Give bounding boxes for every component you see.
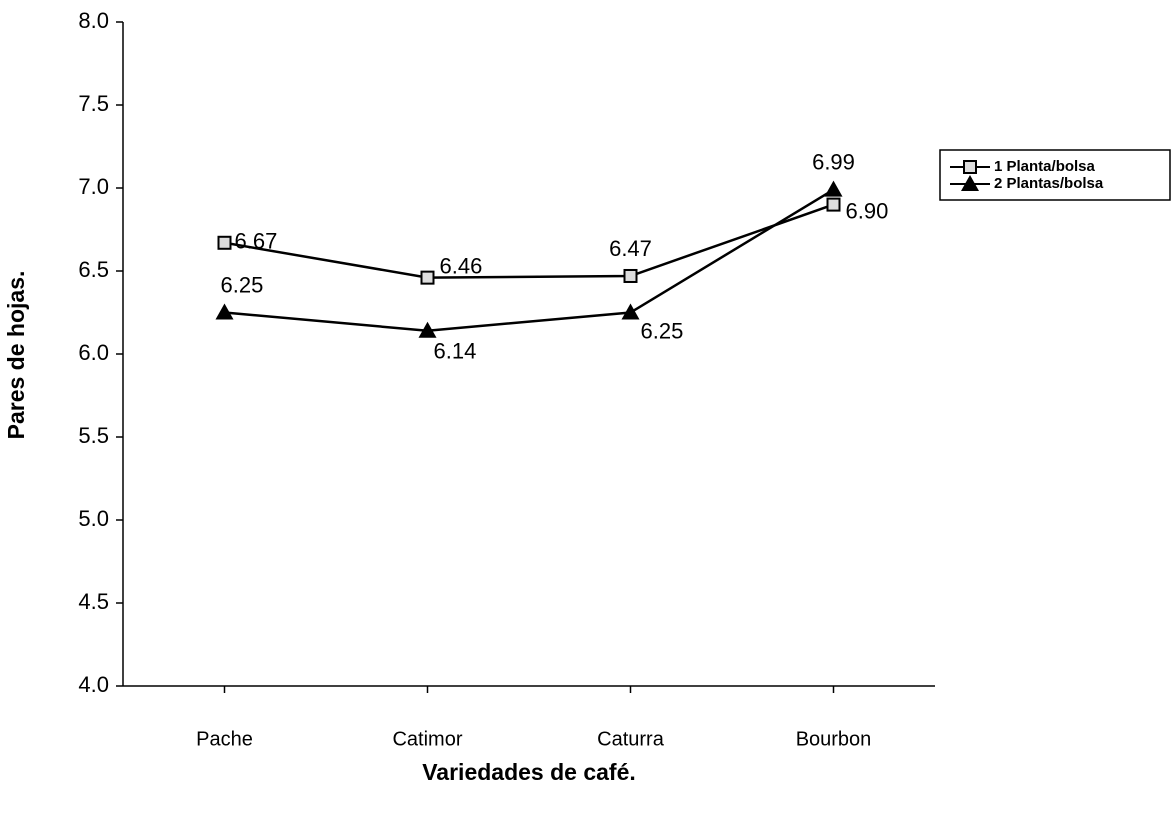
x-tick-label: Caturra (597, 728, 665, 750)
x-tick-label: Bourbon (796, 728, 872, 750)
marker (418, 321, 437, 338)
y-tick-label: 5.5 (78, 423, 109, 448)
y-tick-label: 4.0 (78, 672, 109, 697)
data-label: 6.67 (235, 229, 278, 254)
marker (621, 303, 640, 320)
marker (217, 235, 232, 250)
marker (420, 270, 435, 285)
x-tick-label: Pache (196, 728, 253, 750)
marker (961, 175, 979, 191)
data-label: 6.46 (440, 253, 483, 278)
legend-label: 2 Plantas/bolsa (994, 175, 1104, 192)
data-label: 6.25 (221, 272, 264, 297)
y-axis-title: Pares de hojas. (3, 271, 29, 440)
y-tick-label: 4.5 (78, 589, 109, 614)
marker (824, 180, 843, 197)
data-label: 6.90 (846, 198, 889, 223)
legend-box (939, 149, 1171, 201)
y-tick-label: 8.0 (78, 8, 109, 33)
y-tick-label: 5.0 (78, 506, 109, 531)
series-line (224, 203, 834, 279)
marker (215, 303, 234, 320)
y-tick-label: 6.5 (78, 257, 109, 282)
marker (623, 268, 638, 283)
data-label: 6.47 (609, 236, 652, 261)
legend-label: 1 Planta/bolsa (994, 158, 1096, 175)
x-axis-title: Variedades de café. (422, 759, 636, 785)
y-tick-label: 6.0 (78, 340, 109, 365)
y-tick-label: 7.5 (78, 91, 109, 116)
marker (963, 160, 977, 174)
y-tick-label: 7.0 (78, 174, 109, 199)
data-label: 6.99 (812, 149, 855, 174)
x-tick-label: Catimor (392, 728, 462, 750)
data-label: 6.14 (434, 339, 477, 364)
series-line (224, 188, 835, 333)
data-label: 6.25 (641, 318, 684, 343)
marker (826, 197, 841, 212)
